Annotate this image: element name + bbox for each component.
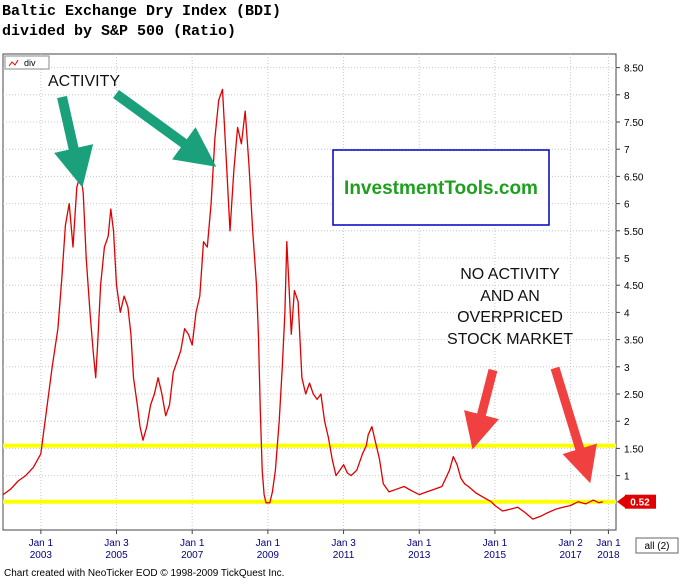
annotation-line-1: NO ACTIVITY <box>460 266 560 283</box>
last-value-label: 0.52 <box>630 498 650 509</box>
y-tick-label: 7.50 <box>624 118 644 129</box>
y-tick-label: 5.50 <box>624 227 644 238</box>
range-button-label: all (2) <box>644 541 669 552</box>
chart-footer: Chart created with NeoTicker EOD © 1998-… <box>4 568 285 579</box>
x-tick-label: Jan 1 <box>483 538 508 549</box>
annotation-activity: ACTIVITY <box>48 73 217 188</box>
y-tick-label: 1.50 <box>624 444 644 455</box>
y-tick-label: 7 <box>624 145 630 156</box>
annotation-line-2: AND AN <box>480 288 540 305</box>
y-tick-label: 4.50 <box>624 281 644 292</box>
last-value-badge: 0.52 <box>617 494 656 509</box>
annotation-no-activity: NO ACTIVITY AND AN OVERPRICED STOCK MARK… <box>447 266 597 484</box>
x-tick-label: Jan 3 <box>104 538 129 549</box>
y-axis: 1 1.50 2 2.50 3 3.50 4 4.50 5 5.50 6 6.50 7 7.50 8 8.50 <box>616 64 644 483</box>
y-tick-label: 6 <box>624 200 630 211</box>
x-tick-label: 2007 <box>181 550 204 561</box>
y-tick-label: 5 <box>624 254 630 265</box>
red-arrow-icon <box>550 366 597 484</box>
chart: div InvestmentTools.com ACTIVITY NO ACTI… <box>2 53 679 561</box>
teal-arrow-icon <box>54 95 94 188</box>
x-tick-label: Jan 1 <box>407 538 432 549</box>
x-tick-label: 2009 <box>257 550 280 561</box>
y-tick-label: 1 <box>624 472 630 483</box>
range-button[interactable]: all (2) <box>635 537 679 554</box>
x-tick-label: 2015 <box>484 550 507 561</box>
highlight-bands <box>3 443 616 504</box>
y-tick-label: 3.50 <box>624 336 644 347</box>
x-tick-label: Jan 2 <box>558 538 583 549</box>
x-tick-label: Jan 3 <box>331 538 356 549</box>
x-tick-label: Jan 1 <box>29 538 54 549</box>
x-tick-label: 2018 <box>597 550 620 561</box>
series-layer <box>2 88 603 520</box>
x-tick-label: Jan 1 <box>256 538 281 549</box>
plot-area <box>2 53 617 531</box>
y-tick-label: 4 <box>624 308 630 319</box>
red-arrow-icon <box>464 368 499 450</box>
x-tick-label: 2017 <box>559 550 582 561</box>
annotation-activity-text: ACTIVITY <box>48 73 120 90</box>
annotation-line-3: OVERPRICED <box>457 309 563 326</box>
y-tick-label: 8.50 <box>624 64 644 75</box>
x-tick-label: Jan 1 <box>596 538 621 549</box>
y-tick-label: 2 <box>624 417 630 428</box>
legend: div <box>4 55 50 70</box>
x-tick-label: 2013 <box>408 550 431 561</box>
chart-title-line-1: Baltic Exchange Dry Index (BDI) <box>2 3 282 20</box>
y-tick-label: 3 <box>624 363 630 374</box>
legend-line-icon <box>8 59 19 67</box>
teal-arrow-icon <box>113 89 217 167</box>
chart-title-line-2: divided by S&P 500 (Ratio) <box>2 23 237 40</box>
watermark: InvestmentTools.com <box>332 149 550 226</box>
y-tick-label: 2.50 <box>624 390 644 401</box>
annotation-line-4: STOCK MARKET <box>447 331 573 348</box>
legend-label: div <box>24 58 36 68</box>
watermark-text: InvestmentTools.com <box>344 178 538 199</box>
y-tick-label: 6.50 <box>624 172 644 183</box>
series-line <box>2 88 603 520</box>
x-tick-label: 2003 <box>30 550 53 561</box>
x-tick-label: Jan 1 <box>180 538 205 549</box>
y-tick-label: 8 <box>624 91 630 102</box>
x-tick-label: 2005 <box>105 550 128 561</box>
x-tick-label: 2011 <box>333 550 355 561</box>
